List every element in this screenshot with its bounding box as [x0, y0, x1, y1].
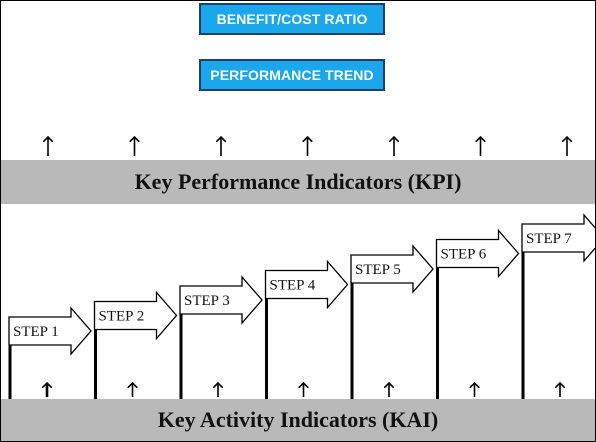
step-label: STEP 7: [526, 231, 572, 247]
step-label: STEP 2: [99, 309, 145, 325]
step-arrow-shape: [264, 259, 349, 310]
step-arrow-shape: [435, 228, 520, 279]
step-label: STEP 4: [270, 278, 316, 294]
step-arrow-shape: [8, 306, 92, 356]
step-arrow-shape: [93, 290, 178, 341]
step-3: STEP 3: [179, 275, 263, 399]
step-2: STEP 2: [93, 290, 178, 399]
step-arrow-shape: [521, 213, 595, 263]
step-arrow-shape: [350, 244, 434, 294]
benefit-cost-ratio-box: BENEFIT/COST RATIO: [199, 3, 385, 35]
step-7: STEP 7: [521, 213, 595, 399]
kpi-label: Key Performance Indicators (KPI): [134, 169, 462, 194]
kai-band: Key Activity Indicators (KAI): [1, 399, 595, 441]
step-label: STEP 1: [13, 324, 59, 340]
benefit-cost-ratio-label: BENEFIT/COST RATIO: [216, 11, 368, 27]
step-label: STEP 5: [355, 262, 401, 278]
kai-label: Key Activity Indicators (KAI): [157, 407, 439, 432]
step-5: STEP 5: [350, 244, 434, 399]
kpi-band: Key Performance Indicators (KPI): [1, 160, 595, 204]
performance-trend-box: PERFORMANCE TREND: [199, 59, 385, 91]
step-arrow-shape: [179, 275, 263, 325]
step-1: STEP 1: [8, 306, 92, 399]
step-6: STEP 6: [435, 228, 520, 399]
performance-trend-label: PERFORMANCE TREND: [210, 67, 374, 83]
step-label: STEP 3: [184, 293, 230, 309]
step-4: STEP 4: [264, 259, 349, 399]
step-label: STEP 6: [441, 247, 487, 263]
